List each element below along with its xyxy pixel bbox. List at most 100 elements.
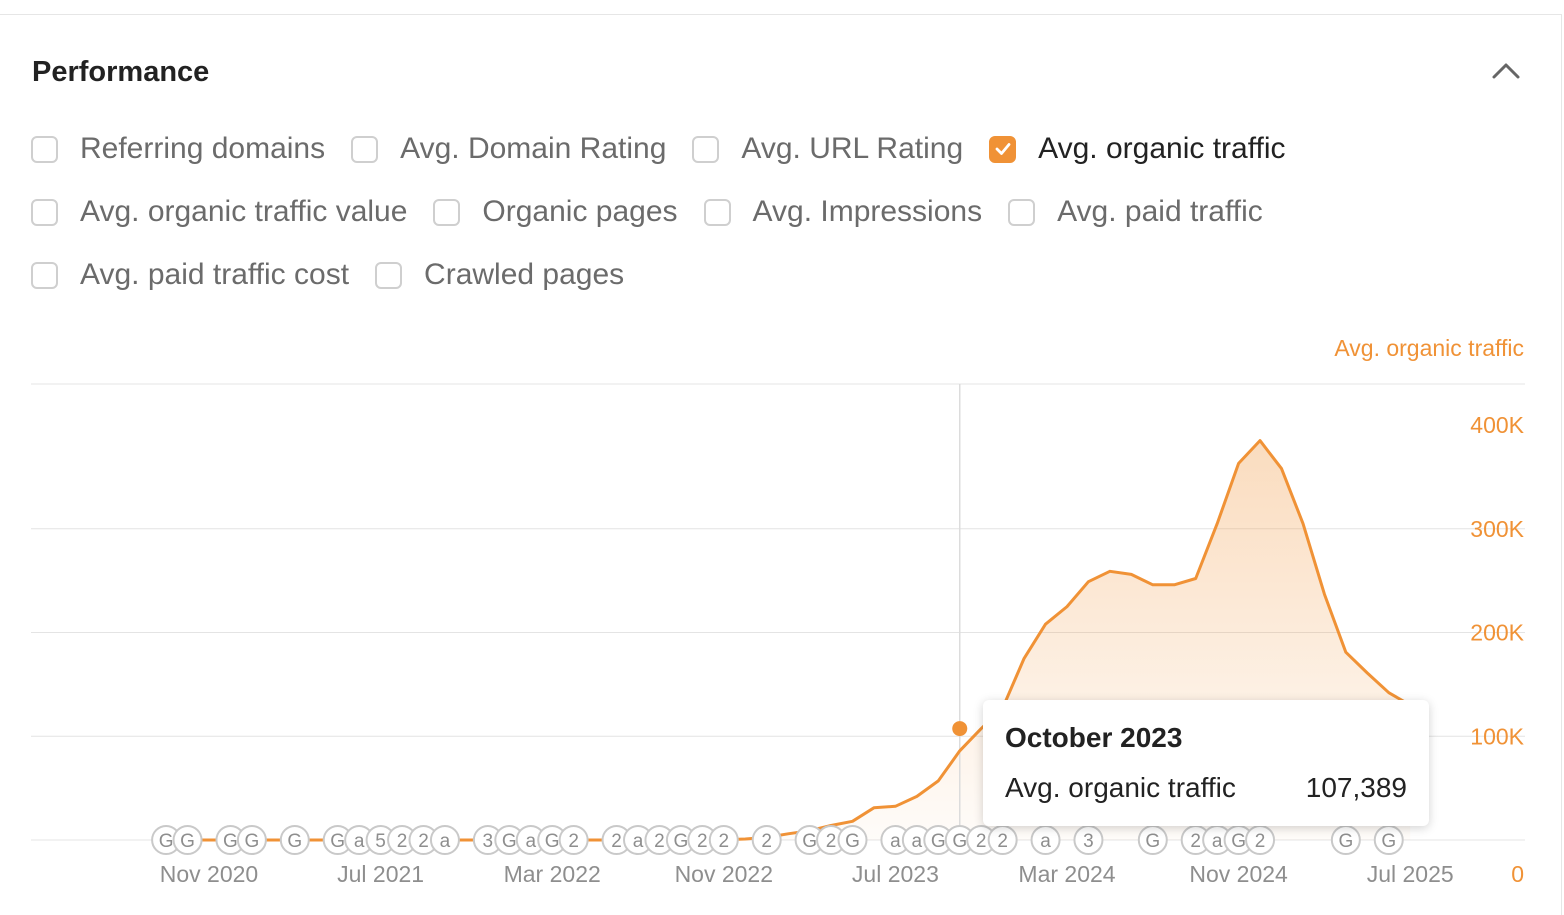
metric-option[interactable]: Avg. paid traffic cost — [31, 258, 349, 292]
metric-checkbox[interactable] — [375, 261, 403, 289]
annotation-label: G — [330, 831, 345, 852]
x-tick-label: Nov 2022 — [675, 861, 773, 887]
metric-row: Avg. paid traffic cost Crawled pages — [31, 250, 1531, 300]
annotation-label: 2 — [1255, 831, 1266, 852]
section-title: Performance — [32, 56, 210, 88]
annotation-label: 2 — [997, 831, 1008, 852]
metric-option[interactable]: Avg. paid traffic — [1008, 195, 1263, 229]
x-tick-label: Jul 2021 — [337, 861, 424, 887]
metric-option[interactable]: Crawled pages — [375, 258, 624, 292]
annotation-label: 3 — [1083, 831, 1094, 852]
annotation-label: G — [845, 831, 860, 852]
annotation-label: a — [525, 831, 536, 852]
metric-row: Avg. organic traffic value Organic pages A… — [31, 187, 1531, 237]
annotation-label: 2 — [826, 831, 837, 852]
metric-option[interactable]: Avg. organic traffic — [989, 132, 1286, 166]
metric-option[interactable]: Avg. Domain Rating — [351, 132, 666, 166]
check-icon — [995, 143, 1011, 155]
y-tick-label: 0 — [1511, 861, 1524, 887]
x-tick-label: Mar 2024 — [1018, 861, 1115, 887]
tooltip-row: Avg. organic traffic 107,389 — [1005, 772, 1407, 804]
metric-label: Avg. organic traffic — [1038, 132, 1286, 165]
annotation-label: G — [245, 831, 260, 852]
tooltip-value: 107,389 — [1305, 772, 1407, 803]
metric-label: Avg. organic traffic value — [80, 195, 408, 228]
metric-checkbox[interactable] — [433, 198, 461, 226]
annotation-marker — [1137, 825, 1168, 855]
annotation-label: G — [674, 831, 689, 852]
metric-label: Avg. URL Rating — [741, 132, 964, 165]
annotation-label: 2 — [397, 831, 408, 852]
annotation-label: G — [1338, 831, 1353, 852]
annotation-label: G — [802, 831, 817, 852]
metric-option[interactable]: Organic pages — [433, 195, 678, 229]
metric-option[interactable]: Avg. organic traffic value — [31, 195, 407, 229]
annotation-label: a — [890, 831, 901, 852]
y-tick-label: 200K — [1470, 620, 1524, 646]
annotation-marker — [987, 825, 1018, 855]
annotation-marker — [751, 825, 782, 855]
collapse-button[interactable] — [1490, 58, 1522, 82]
annotation-marker — [279, 825, 310, 855]
metric-options: Referring domains Avg. Domain Rating Avg. … — [31, 124, 1531, 313]
annotation-marker — [1373, 825, 1404, 855]
annotation-label: G — [502, 831, 517, 852]
series-label: Avg. organic traffic — [1334, 335, 1524, 361]
y-tick-label: 300K — [1470, 516, 1524, 542]
metric-checkbox[interactable] — [1008, 198, 1036, 226]
annotation-label: G — [1381, 831, 1396, 852]
annotation-label: 2 — [976, 831, 987, 852]
annotation-label: G — [952, 831, 967, 852]
annotation-label: 3 — [483, 831, 494, 852]
annotation-label: 2 — [568, 831, 579, 852]
x-tick-label: Jul 2023 — [852, 861, 939, 887]
annotation-label: 2 — [719, 831, 730, 852]
annotation-label: G — [287, 831, 302, 852]
annotation-marker — [429, 825, 460, 855]
metric-option[interactable]: Referring domains — [31, 132, 325, 166]
annotation-label: 2 — [761, 831, 772, 852]
x-tick-label: Nov 2024 — [1189, 861, 1288, 887]
annotation-label: G — [1145, 831, 1160, 852]
x-tick-label: Mar 2022 — [504, 861, 601, 887]
metric-checkbox[interactable] — [703, 198, 731, 226]
metric-checkbox[interactable] — [351, 135, 379, 163]
annotation-marker — [1030, 825, 1061, 855]
metric-label: Avg. Impressions — [752, 195, 983, 228]
metric-option[interactable]: Avg. Impressions — [703, 195, 983, 229]
annotation-marker — [1245, 825, 1276, 855]
metric-option[interactable]: Avg. URL Rating — [692, 132, 963, 166]
annotation-label: a — [1212, 831, 1223, 852]
annotation-label: a — [1040, 831, 1051, 852]
metric-label: Avg. Domain Rating — [400, 132, 667, 165]
annotation-label: G — [223, 831, 238, 852]
metric-label: Organic pages — [482, 195, 678, 228]
annotation-label: G — [545, 831, 560, 852]
metric-checkbox[interactable] — [692, 135, 720, 163]
metric-checkbox[interactable] — [31, 261, 58, 289]
annotation-marker — [172, 825, 203, 855]
annotation-label: a — [354, 831, 365, 852]
tooltip-metric: Avg. organic traffic — [1005, 772, 1236, 803]
metric-checkbox[interactable] — [31, 135, 58, 163]
annotation-label: a — [633, 831, 644, 852]
annotation-label: 2 — [611, 831, 622, 852]
annotation-label: a — [912, 831, 923, 852]
annotation-label: G — [159, 831, 174, 852]
annotation-label: 2 — [418, 831, 429, 852]
annotation-marker — [558, 825, 589, 855]
metric-checkbox[interactable] — [31, 198, 58, 226]
annotation-label: 2 — [1190, 831, 1201, 852]
x-tick-label: Jul 2025 — [1367, 861, 1454, 887]
x-tick-label: Nov 2020 — [160, 861, 258, 887]
annotation-marker — [236, 825, 267, 855]
annotation-marker — [1073, 825, 1104, 855]
annotation-marker — [1330, 825, 1361, 855]
annotation-label: G — [931, 831, 946, 852]
chevron-up-icon — [1492, 63, 1520, 79]
tooltip-title: October 2023 — [1005, 722, 1183, 753]
y-tick-label: 400K — [1470, 412, 1524, 438]
annotation-label: G — [180, 831, 195, 852]
annotation-label: 2 — [654, 831, 665, 852]
metric-checkbox[interactable] — [989, 135, 1017, 163]
